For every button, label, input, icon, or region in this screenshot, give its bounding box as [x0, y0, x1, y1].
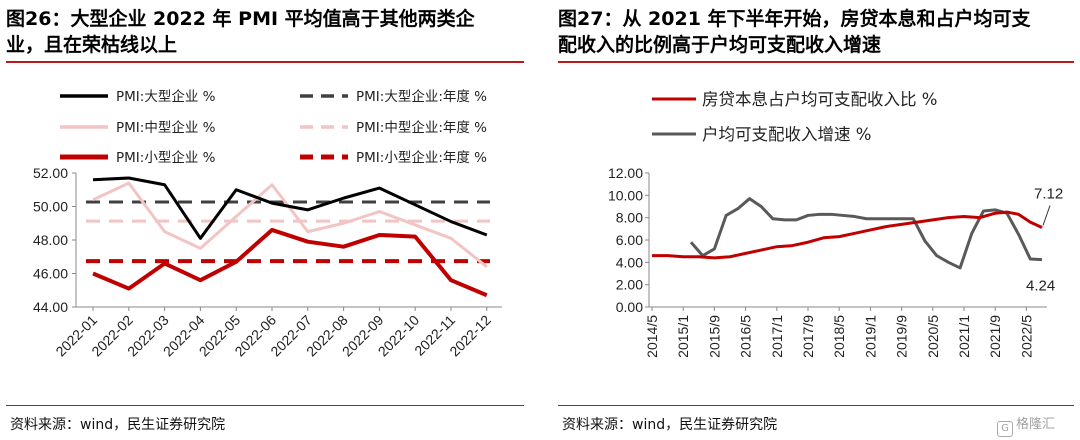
left-pmi-chart: 44.0046.0048.0050.0052.002022-012022-022… — [33, 88, 502, 359]
right-y-tick-label: 12.00 — [608, 165, 643, 181]
left-legend-label: PMI:中型企业 % — [116, 119, 216, 136]
right-x-tick-label: 2019/1 — [862, 315, 878, 358]
right-x-tick-label: 2020/5 — [925, 315, 941, 358]
right-legend-label: 房贷本息占户均可支配收入比 % — [702, 90, 937, 109]
left-y-tick-label: 52.00 — [33, 165, 68, 181]
right-x-tick-label: 2015/1 — [675, 315, 691, 358]
right-source-rule — [558, 405, 1074, 406]
left-legend-label: PMI:小型企业 % — [116, 149, 216, 166]
left-y-tick-label: 46.00 — [33, 266, 68, 282]
right-series-line — [689, 197, 1043, 270]
left-legend-label: PMI:小型企业:年度 % — [356, 149, 487, 166]
left-series-line — [92, 176, 488, 240]
left-chart-title: 图26：大型企业 2022 年 PMI 平均值高于其他两类企 业，且在荣枯线以上 — [6, 6, 475, 58]
right-title-line1: 图27：从 2021 年下半年开始，房贷本息和占户均可支 — [558, 8, 1031, 30]
right-mortgage-income-chart: 0.00 2.00 4.00 6.00 8.00 10.00 12.00 2014/5 2015… — [608, 90, 1063, 358]
right-title-line2: 配收入的比例高于户均可支配收入增速 — [558, 34, 882, 56]
right-annotation-leader — [1042, 205, 1051, 226]
right-x-tick-label: 2016/5 — [738, 315, 754, 358]
right-series-line — [652, 210, 1043, 260]
right-y-tick-label: 0.00 — [616, 299, 643, 315]
right-chart-title: 图27：从 2021 年下半年开始，房贷本息和占户均可支 配收入的比例高于户均可… — [558, 6, 1031, 58]
right-annotation-latest-growth: 4.24 — [1026, 278, 1055, 295]
right-y-tick-label: 8.00 — [616, 210, 643, 226]
left-title-line1: 图26：大型企业 2022 年 PMI 平均值高于其他两类企 — [6, 8, 475, 30]
right-x-tick-label: 2018/5 — [831, 315, 847, 358]
right-legend-label: 户均可支配收入增速 % — [702, 125, 871, 144]
left-series-line — [92, 227, 488, 298]
left-legend-label: PMI:大型企业:年度 % — [356, 88, 487, 105]
left-legend-label: PMI:大型企业 % — [116, 88, 216, 105]
left-source-note: 资料来源：wind，民生证券研究院 — [10, 417, 226, 433]
left-y-tick-label: 44.00 — [33, 299, 68, 315]
left-y-tick-label: 48.00 — [33, 232, 68, 248]
right-x-tick-label: 2017/1 — [769, 315, 785, 358]
right-x-tick-label: 2015/9 — [706, 315, 722, 358]
left-title-line2: 业，且在荣枯线以上 — [6, 34, 178, 56]
right-x-tick-label: 2021/9 — [987, 315, 1003, 358]
right-chart-panel: 图27：从 2021 年下半年开始，房贷本息和占户均可支 配收入的比例高于户均可… — [552, 0, 1080, 440]
right-x-tick-label: 2022/5 — [1018, 315, 1034, 358]
left-y-tick-label: 50.00 — [33, 199, 68, 215]
right-x-tick-label: 2014/5 — [644, 315, 660, 358]
watermark-logo: G 格隆汇 — [997, 413, 1075, 437]
right-y-tick-label: 2.00 — [616, 277, 643, 293]
right-x-tick-label: 2019/9 — [894, 315, 910, 358]
right-x-tick-label: 2017/9 — [800, 315, 816, 358]
right-source-note: 资料来源：wind，民生证券研究院 — [562, 417, 778, 433]
left-title-rule — [6, 61, 524, 63]
left-legend-label: PMI:中型企业:年度 % — [356, 119, 487, 136]
left-series-line — [92, 181, 488, 268]
right-y-tick-label: 4.00 — [616, 254, 643, 270]
left-source-rule — [6, 405, 524, 406]
left-chart-panel: 图26：大型企业 2022 年 PMI 平均值高于其他两类企 业，且在荣枯线以上… — [0, 0, 530, 440]
right-y-tick-label: 6.00 — [616, 232, 643, 248]
right-title-rule — [558, 61, 1074, 63]
right-annotation-latest-ratio: 7.12 — [1034, 185, 1063, 202]
right-x-tick-label: 2021/1 — [956, 315, 972, 358]
right-y-tick-label: 10.00 — [608, 187, 643, 203]
watermark-g-icon: G — [997, 421, 1013, 437]
